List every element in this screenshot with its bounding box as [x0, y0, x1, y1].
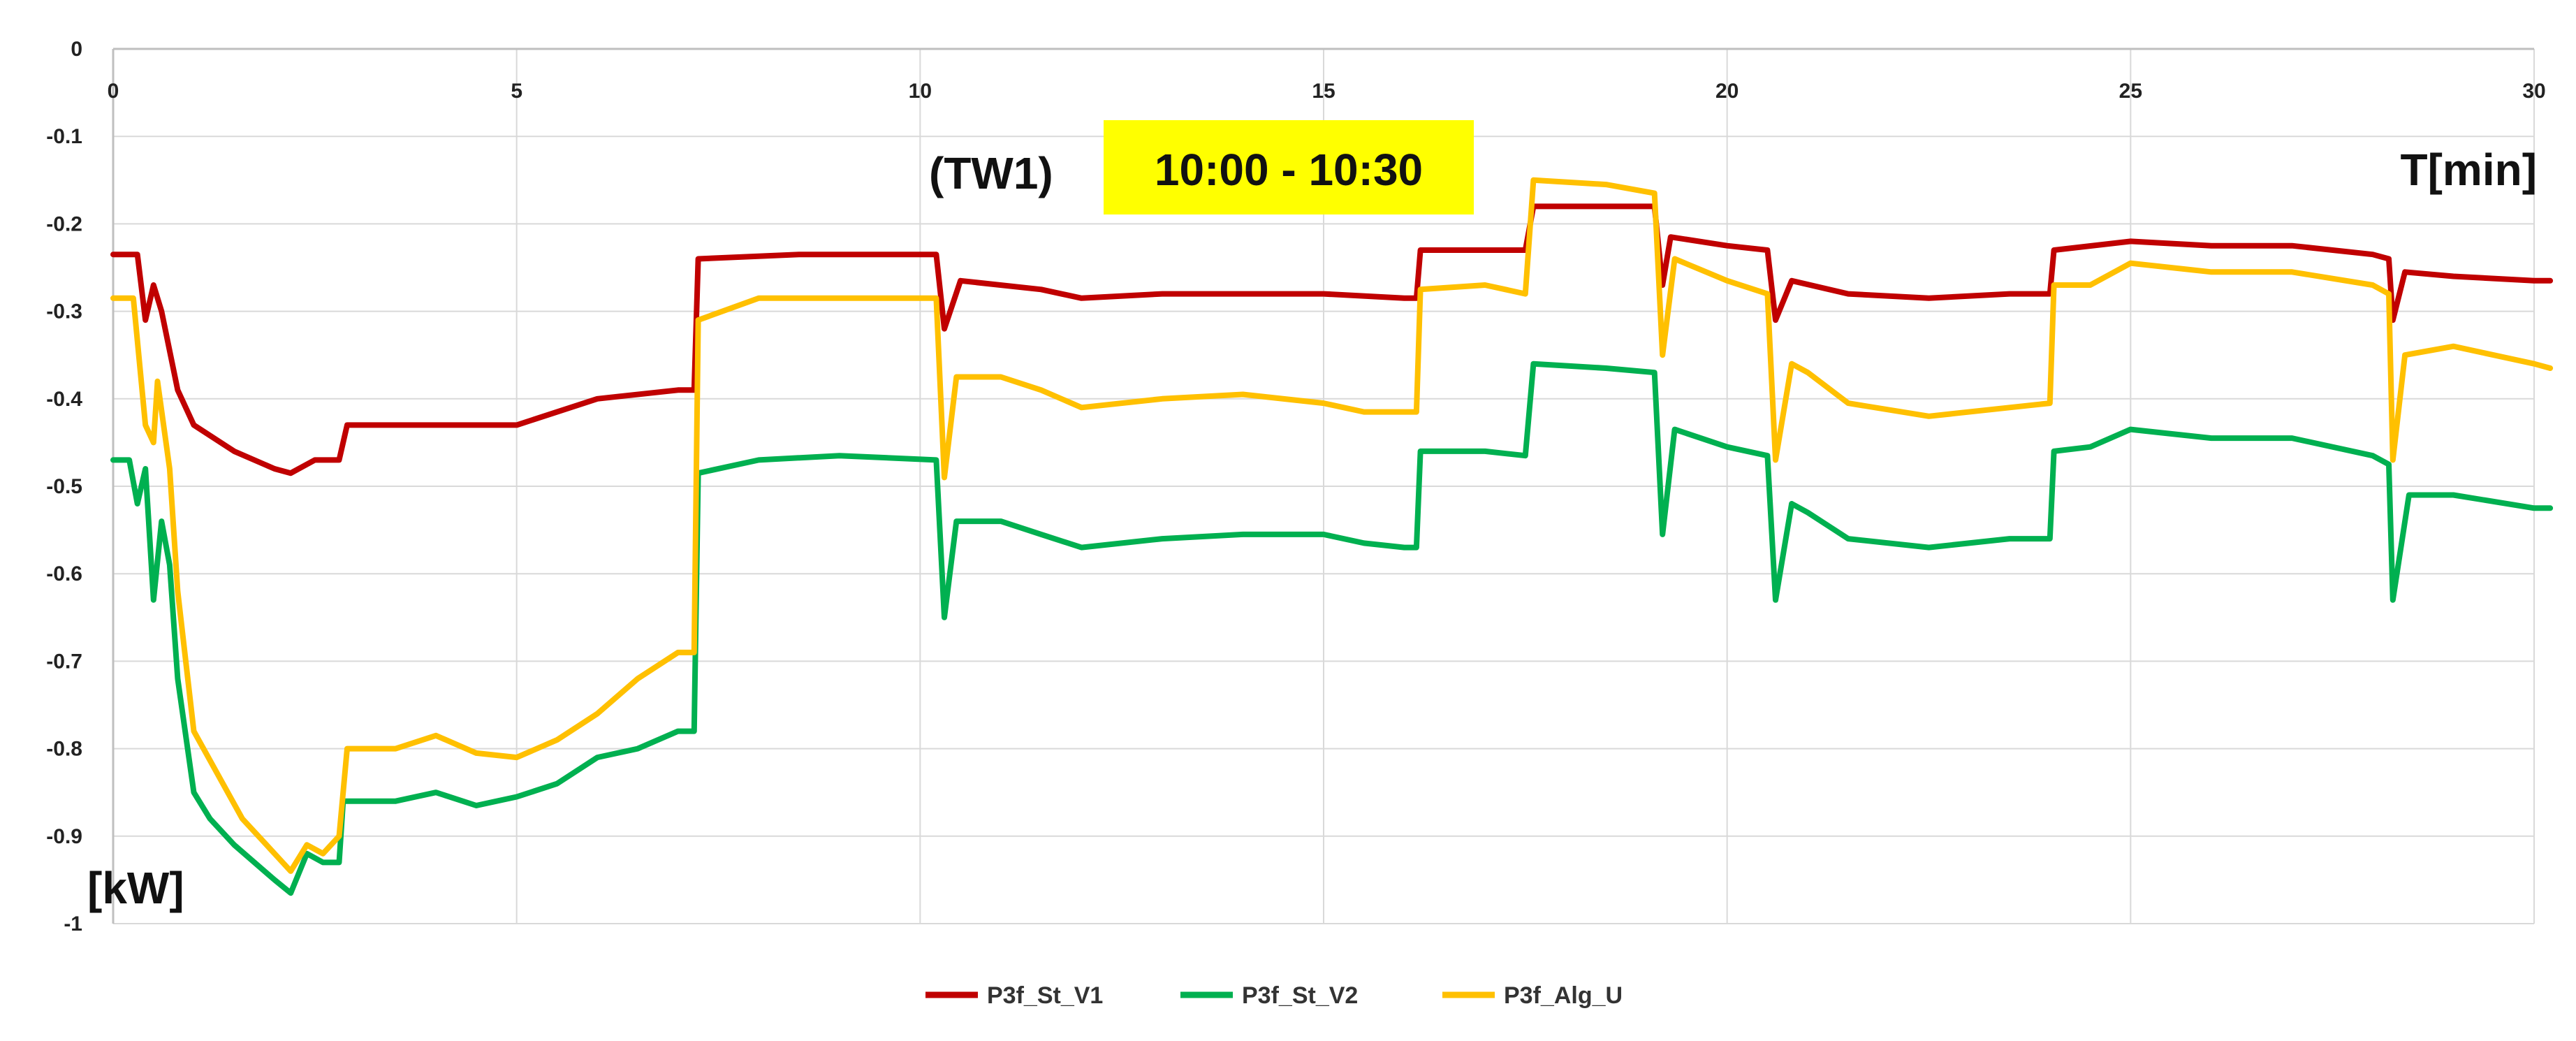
- x-tick-label: 15: [1312, 80, 1335, 103]
- series-line-p3f-alg-u: [110, 177, 2554, 874]
- x-tick-label: 10: [909, 80, 932, 103]
- y-tick-label: -1: [64, 912, 82, 936]
- y-tick-label: -0.7: [46, 650, 82, 673]
- series-line-p3f-st-v2: [110, 361, 2554, 896]
- x-tick-label: 25: [2119, 80, 2142, 103]
- y-tick-label: -0.1: [46, 125, 82, 148]
- y-tick-label: 0: [71, 38, 82, 61]
- legend-label: P3f_St_V2: [1242, 982, 1358, 1009]
- legend: P3f_St_V1 P3f_St_V2 P3f_Alg_U: [925, 982, 1623, 1009]
- series-line-p3f-st-v1: [110, 203, 2554, 476]
- time-window-label: (TW1): [929, 148, 1053, 198]
- y-axis-title: [kW]: [87, 863, 184, 913]
- y-tick-label: -0.9: [46, 825, 82, 848]
- time-badge-background: [1104, 120, 1474, 214]
- series-lines: [110, 177, 2554, 896]
- x-tick-label: 30: [2522, 80, 2545, 103]
- x-tick-label: 20: [1715, 80, 1739, 103]
- legend-label: P3f_Alg_U: [1504, 982, 1623, 1009]
- y-tick-label: -0.8: [46, 738, 82, 761]
- time-badge-text: 10:00 - 10:30: [1155, 145, 1423, 195]
- y-tick-label: -0.5: [46, 475, 82, 498]
- x-tick-label: 0: [108, 80, 119, 103]
- legend-label: P3f_St_V1: [987, 982, 1103, 1009]
- y-tick-label: -0.4: [46, 388, 82, 411]
- y-tick-label: -0.6: [46, 562, 82, 585]
- y-tick-label: -0.2: [46, 212, 82, 235]
- grid: [113, 49, 2535, 924]
- axes: [112, 48, 2534, 924]
- y-tick-label: -0.3: [46, 300, 82, 323]
- x-tick-label: 5: [511, 80, 522, 103]
- x-axis-title: T[min]: [2401, 145, 2538, 195]
- tick-labels: 0 -0.1 -0.2 -0.3 -0.4 -0.5 -0.6 -0.7 -0.8 -0.9 -1 0…: [46, 38, 2545, 936]
